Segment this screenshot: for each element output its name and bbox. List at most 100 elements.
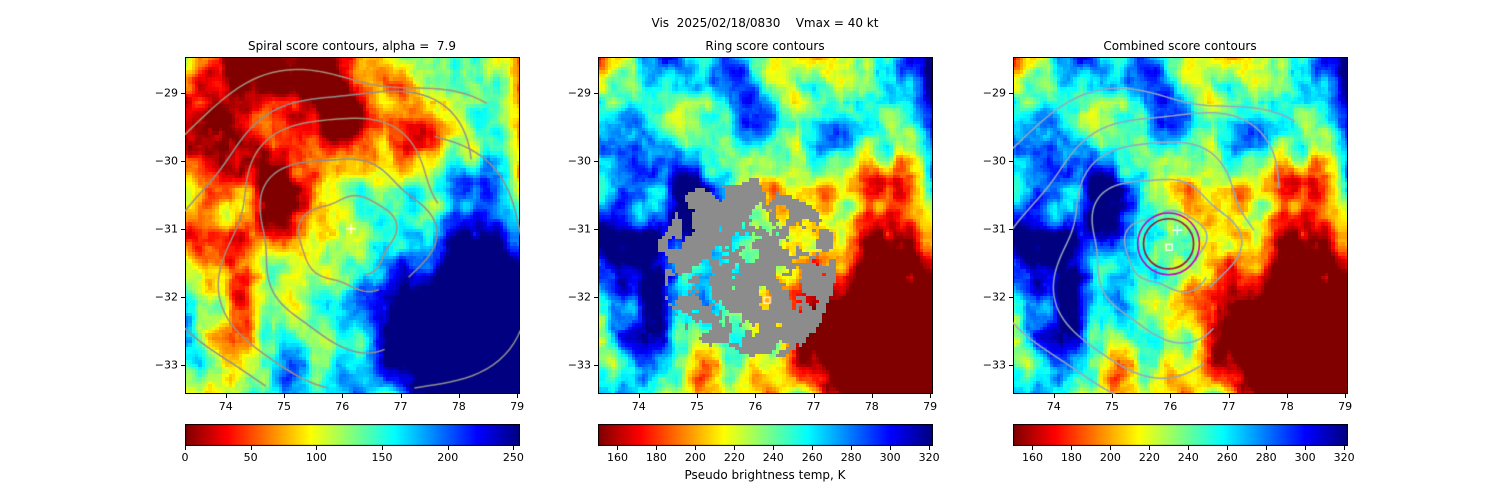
colorbar-tick-mark [773, 446, 775, 450]
x-tick-mark [284, 394, 286, 398]
x-tick-mark [930, 394, 932, 398]
colorbar-xlabel: Pseudo brightness temp, K [684, 468, 846, 482]
colorbar-tick-mark [617, 446, 619, 450]
contour-overlay-spiral [185, 57, 520, 394]
colorbar-tick-label: 160 [606, 451, 628, 464]
colorbar-canvas-spiral [185, 424, 520, 446]
colorbar-canvas-combined [1013, 424, 1348, 446]
panel-title-combined-score: Combined score contours [1103, 39, 1257, 53]
colorbar-tick-mark [1149, 446, 1151, 450]
colorbar-tick-mark [656, 446, 658, 450]
colorbar-tick-label: 50 [243, 451, 258, 464]
colorbar-tick-mark [1188, 446, 1190, 450]
x-tick-label: 75 [1105, 400, 1120, 413]
y-tick-label: −31 [982, 222, 1006, 236]
x-tick-label: 77 [1221, 400, 1236, 413]
x-tick-mark [1053, 394, 1055, 398]
colorbar-tick-mark [851, 446, 853, 450]
colorbar-tick-label: 220 [723, 451, 745, 464]
x-tick-label: 75 [690, 400, 705, 413]
y-tick-label: −32 [154, 290, 178, 304]
y-tick-label: −31 [567, 222, 591, 236]
y-tick-label: −29 [567, 86, 591, 100]
colorbar-tick-label: 260 [1216, 451, 1238, 464]
x-tick-mark [458, 394, 460, 398]
colorbar-tick-mark [1227, 446, 1229, 450]
colorbar-tick-mark [447, 446, 449, 450]
contour-overlay-combined [1013, 57, 1348, 394]
colorbar-canvas-ring [598, 424, 933, 446]
colorbar-tick-mark [513, 446, 515, 450]
colorbar-tick-label: 220 [1138, 451, 1160, 464]
colorbar-tick-label: 320 [1333, 451, 1355, 464]
x-tick-label: 78 [1279, 400, 1294, 413]
colorbar-tick-label: 150 [371, 451, 393, 464]
colorbar-tick-label: 240 [762, 451, 784, 464]
y-tick-label: −32 [982, 290, 1006, 304]
x-tick-mark [697, 394, 699, 398]
colorbar-tick-label: 280 [1255, 451, 1277, 464]
y-tick-label: −30 [982, 154, 1006, 168]
x-tick-label: 76 [335, 400, 350, 413]
y-tick-label: −32 [567, 290, 591, 304]
colorbar-tick-mark [1032, 446, 1034, 450]
colorbar-tick-mark [1071, 446, 1073, 450]
y-tick-label: −31 [154, 222, 178, 236]
y-tick-label: −29 [982, 86, 1006, 100]
y-tick-label: −33 [567, 358, 591, 372]
x-tick-label: 75 [277, 400, 292, 413]
y-tick-label: −33 [982, 358, 1006, 372]
x-tick-label: 78 [864, 400, 879, 413]
y-tick-label: −29 [154, 86, 178, 100]
colorbar-tick-mark [812, 446, 814, 450]
y-tick-label: −33 [154, 358, 178, 372]
contour-overlay-ring [598, 57, 933, 394]
x-tick-label: 74 [1046, 400, 1061, 413]
colorbar-tick-mark [890, 446, 892, 450]
colorbar-tick-label: 200 [437, 451, 459, 464]
x-tick-mark [1228, 394, 1230, 398]
figure-suptitle: Vis 2025/02/18/0830 Vmax = 40 kt [651, 16, 879, 30]
x-tick-mark [342, 394, 344, 398]
colorbar-tick-mark [1266, 446, 1268, 450]
x-tick-mark [1286, 394, 1288, 398]
colorbar-tick-mark [316, 446, 318, 450]
x-tick-label: 76 [748, 400, 763, 413]
colorbar-tick-mark [929, 446, 931, 450]
colorbar-tick-label: 0 [181, 451, 189, 464]
x-tick-label: 79 [923, 400, 938, 413]
colorbar-tick-mark [1305, 446, 1307, 450]
colorbar-tick-mark [734, 446, 736, 450]
x-tick-label: 77 [393, 400, 408, 413]
x-tick-mark [1345, 394, 1347, 398]
x-tick-mark [1170, 394, 1172, 398]
x-tick-label: 76 [1163, 400, 1178, 413]
x-tick-label: 74 [218, 400, 233, 413]
colorbar-tick-label: 100 [305, 451, 327, 464]
colorbar-tick-mark [1344, 446, 1346, 450]
colorbar-tick-label: 200 [1099, 451, 1121, 464]
x-tick-label: 74 [631, 400, 646, 413]
colorbar-tick-mark [185, 446, 186, 450]
colorbar-tick-mark [382, 446, 384, 450]
colorbar-tick-mark [695, 446, 697, 450]
x-tick-label: 78 [451, 400, 466, 413]
colorbar-tick-label: 280 [840, 451, 862, 464]
colorbar-tick-label: 300 [1294, 451, 1316, 464]
colorbar-tick-label: 250 [502, 451, 524, 464]
colorbar-tick-label: 200 [684, 451, 706, 464]
colorbar-tick-mark [1110, 446, 1112, 450]
x-tick-mark [755, 394, 757, 398]
colorbar-tick-label: 180 [1060, 451, 1082, 464]
colorbar-tick-label: 260 [801, 451, 823, 464]
x-tick-mark [871, 394, 873, 398]
colorbar-tick-mark [250, 446, 252, 450]
x-tick-mark [225, 394, 227, 398]
x-tick-mark [517, 394, 519, 398]
colorbar-tick-label: 320 [918, 451, 940, 464]
x-tick-mark [1112, 394, 1114, 398]
y-tick-label: −30 [154, 154, 178, 168]
x-tick-mark [638, 394, 640, 398]
x-tick-label: 79 [1338, 400, 1353, 413]
